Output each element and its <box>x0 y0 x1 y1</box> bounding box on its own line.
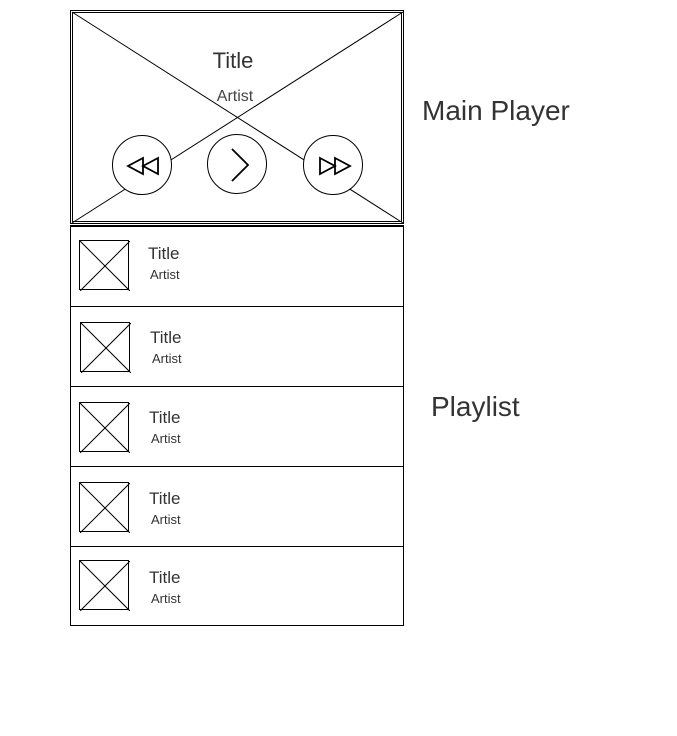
rewind-icon <box>126 156 159 176</box>
track-title: Title <box>150 328 182 347</box>
fast-forward-button[interactable] <box>303 135 363 195</box>
play-icon <box>231 148 250 182</box>
fast-forward-icon <box>319 156 352 176</box>
image-placeholder-icon <box>80 561 130 611</box>
playlist-item[interactable]: Title Artist <box>71 227 403 307</box>
track-artist: Artist <box>151 512 181 527</box>
image-placeholder-icon <box>80 483 130 533</box>
play-button[interactable] <box>207 134 267 194</box>
track-thumbnail <box>80 322 131 373</box>
main-player-annotation: Main Player <box>422 95 570 126</box>
track-artist: Artist <box>151 591 181 606</box>
image-placeholder-icon <box>80 241 130 291</box>
track-thumbnail <box>79 560 130 611</box>
image-placeholder-icon <box>81 323 131 373</box>
playlist-item[interactable]: Title Artist <box>71 387 403 467</box>
player-artist: Artist <box>216 88 254 105</box>
track-thumbnail <box>79 240 130 291</box>
track-thumbnail <box>79 482 130 533</box>
rewind-button[interactable] <box>112 135 172 195</box>
track-artist: Artist <box>151 431 181 446</box>
player-title: Title <box>212 48 254 73</box>
track-title: Title <box>149 408 181 427</box>
track-title: Title <box>149 489 181 508</box>
playlist: Title Artist Title Artist Title Artist <box>70 225 404 626</box>
playlist-annotation: Playlist <box>431 391 520 422</box>
track-artist: Artist <box>152 351 182 366</box>
track-artist: Artist <box>150 267 180 282</box>
track-title: Title <box>148 244 180 263</box>
playlist-item[interactable]: Title Artist <box>71 307 403 387</box>
playlist-item[interactable]: Title Artist <box>71 467 403 547</box>
playlist-item[interactable]: Title Artist <box>71 547 403 627</box>
track-title: Title <box>149 568 181 587</box>
image-placeholder-icon <box>80 403 130 453</box>
track-thumbnail <box>79 402 130 453</box>
